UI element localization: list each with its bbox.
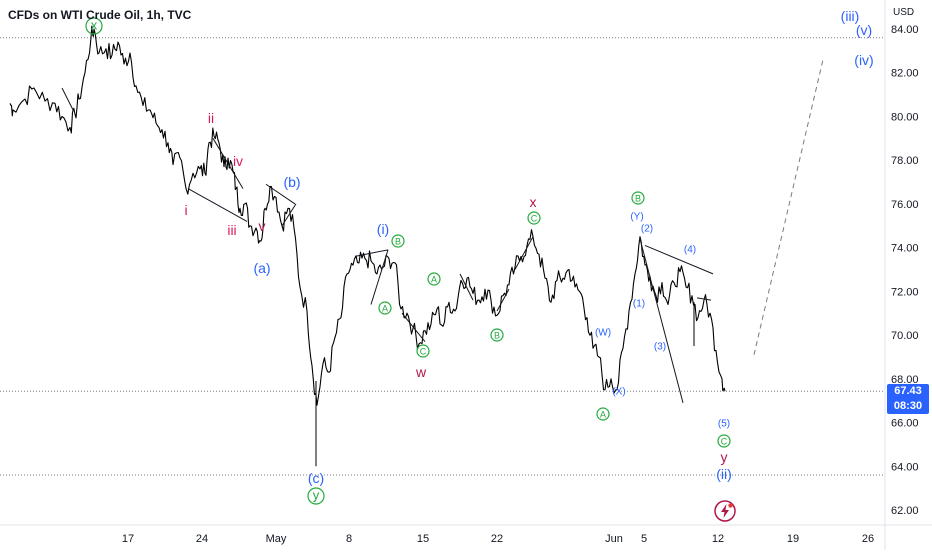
wave-label: (X) (612, 387, 625, 398)
wave-label: (i) (377, 221, 389, 237)
wave-label: iv (233, 153, 243, 169)
wave-label: (4) (684, 245, 696, 256)
x-tick-label: 19 (787, 533, 799, 545)
price-series-line (10, 26, 725, 405)
trendline (460, 274, 473, 300)
wave-label: A (382, 304, 388, 314)
wave-label: ii (208, 110, 214, 126)
x-tick-label: Jun (605, 533, 623, 545)
wave-label: C (420, 347, 427, 357)
wave-label: B (395, 237, 401, 247)
x-tick-label: 26 (862, 533, 874, 545)
wave-label: v (259, 218, 266, 234)
wave-label: i (184, 202, 187, 218)
y-tick-label: 70.00 (891, 330, 919, 342)
wave-label: y (721, 449, 728, 465)
wave-label: (3) (654, 342, 666, 353)
wave-label: (1) (633, 299, 645, 310)
wave-label: (2) (641, 224, 653, 235)
y-tick-label: 64.00 (891, 461, 919, 473)
wave-label: x (530, 194, 537, 210)
wave-label: A (431, 275, 437, 285)
wave-label: iii (227, 222, 236, 238)
wave-label: (ii) (716, 466, 732, 482)
wave-label: (a) (253, 260, 270, 276)
y-tick-label: 84.00 (891, 24, 919, 36)
x-tick-label: May (266, 533, 287, 545)
currency-label: USD (893, 7, 914, 18)
trendline (640, 239, 683, 403)
wave-label: (Y) (630, 212, 643, 223)
trendline (497, 289, 509, 311)
trendline (515, 237, 533, 270)
wave-label: A (600, 410, 606, 420)
y-tick-label: 74.00 (891, 243, 919, 255)
last-price: 67.43 (887, 384, 929, 399)
x-tick-label: 12 (712, 533, 724, 545)
bar-countdown: 08:30 (887, 399, 929, 414)
projection-line (754, 60, 823, 355)
tradingview-flash-icon[interactable] (714, 500, 736, 522)
last-price-badge: 67.43 08:30 (887, 384, 929, 414)
wave-label: B (494, 331, 500, 341)
x-tick-label: 17 (122, 533, 134, 545)
wave-label: (b) (283, 174, 300, 190)
x-tick-label: 15 (417, 533, 429, 545)
y-tick-label: 66.00 (891, 418, 919, 430)
x-tick-label: 22 (491, 533, 503, 545)
y-tick-label: 80.00 (891, 111, 919, 123)
y-tick-label: 76.00 (891, 199, 919, 211)
x-tick-label: 24 (196, 533, 208, 545)
y-tick-label: 82.00 (891, 68, 919, 80)
y-tick-label: 62.00 (891, 505, 919, 517)
y-tick-label: 72.00 (891, 286, 919, 298)
trendline (62, 88, 73, 110)
y-tick-label: 78.00 (891, 155, 919, 167)
trendline (402, 313, 425, 341)
wave-label: C (721, 437, 728, 447)
wave-label: (c) (308, 470, 324, 486)
wave-label: y (313, 488, 320, 503)
wave-label: C (531, 214, 538, 224)
wave-label: (5) (718, 419, 730, 430)
wave-label: (W) (595, 328, 611, 339)
trendline (371, 250, 388, 305)
wave-label: B (635, 194, 641, 204)
x-tick-label: 5 (641, 533, 647, 545)
chart-title: CFDs on WTI Crude Oil, 1h, TVC (8, 8, 191, 22)
wave-label: (iv) (854, 52, 873, 68)
x-tick-label: 8 (346, 533, 352, 545)
wave-label: w (415, 364, 427, 380)
wave-label: (v) (856, 22, 872, 38)
